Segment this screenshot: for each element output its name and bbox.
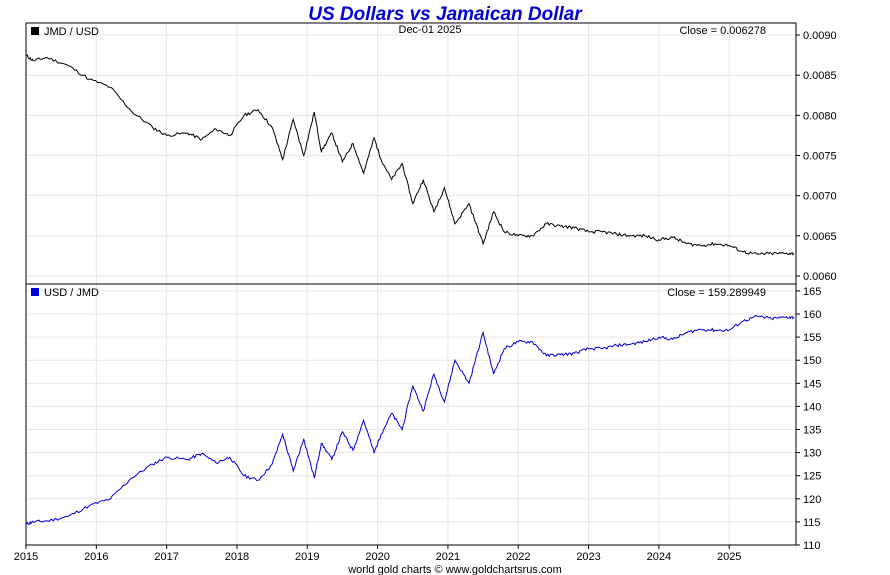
y-tick-label-top: 0.0085 [803, 70, 837, 82]
legend-swatch-usd-jmd [31, 288, 39, 296]
date-label: Dec-01 2025 [399, 24, 462, 36]
y-axis-top: 0.0090 0.0085 0.0080 0.0075 0.0070 0.0065 0.00… [796, 30, 837, 283]
y-tick-label-top: 0.0060 [803, 271, 837, 283]
grid-bottom [25, 284, 796, 546]
legend-label-usd-jmd: USD / JMD [44, 287, 99, 299]
y-tick-label-top: 0.0070 [803, 191, 837, 203]
x-tick-label: 2023 [576, 551, 600, 563]
y-tick-label-bottom: 150 [803, 355, 821, 367]
plot-frame-bottom [25, 283, 797, 546]
y-tick-label-bottom: 130 [803, 448, 821, 460]
y-tick-label-bottom: 145 [803, 378, 821, 390]
y-tick-label-bottom: 160 [803, 309, 821, 321]
plot-frame-top [25, 22, 797, 285]
series-line-jmd-usd [25, 54, 795, 256]
x-tick-label: 2021 [436, 551, 460, 563]
series-line-usd-jmd [25, 314, 795, 526]
y-axis-bottom: 165 160 155 150 145 140 135 130 125 120 115 110 [796, 286, 821, 552]
chart-title: US Dollars vs Jamaican Dollar [308, 4, 583, 25]
y-tick-label-bottom: 125 [803, 471, 821, 483]
x-tick-label: 2019 [295, 551, 319, 563]
y-tick-label-top: 0.0065 [803, 231, 837, 243]
close-label-bottom: Close = 159.289949 [667, 287, 766, 299]
panel-usd-jmd: USD / JMD Close = 159.289949 165 160 155 15… [25, 283, 821, 552]
y-tick-label-bottom: 115 [803, 517, 821, 529]
x-tick-label: 2018 [225, 551, 249, 563]
legend-label-jmd-usd: JMD / USD [44, 26, 99, 38]
y-tick-label-bottom: 165 [803, 286, 821, 298]
y-tick-label-top: 0.0080 [803, 110, 837, 122]
x-tick-label: 2025 [717, 551, 741, 563]
x-tick-label: 2024 [647, 551, 671, 563]
footer-credit: world gold charts © www.goldchartsrus.co… [347, 564, 562, 575]
x-tick-label: 2022 [506, 551, 530, 563]
y-tick-label-bottom: 135 [803, 425, 821, 437]
x-tick-label: 2016 [84, 551, 108, 563]
x-tick-label: 2015 [14, 551, 38, 563]
close-label-top: Close = 0.006278 [679, 25, 766, 37]
y-tick-label-bottom: 110 [803, 540, 821, 552]
y-tick-label-top: 0.0090 [803, 30, 837, 42]
x-tick-label: 2020 [365, 551, 389, 563]
panel-jmd-usd: JMD / USD Dec-01 2025 Close = 0.006278 0… [25, 22, 837, 285]
y-tick-label-bottom: 155 [803, 332, 821, 344]
legend-swatch-jmd-usd [31, 27, 39, 35]
y-tick-label-bottom: 140 [803, 401, 821, 413]
grid-top [25, 23, 796, 284]
y-tick-label-bottom: 120 [803, 494, 821, 506]
x-tick-label: 2017 [154, 551, 178, 563]
x-axis: 2015 2016 2017 2018 2019 2020 2021 2022 2023 2024… [14, 545, 741, 563]
y-tick-label-top: 0.0075 [803, 151, 837, 163]
